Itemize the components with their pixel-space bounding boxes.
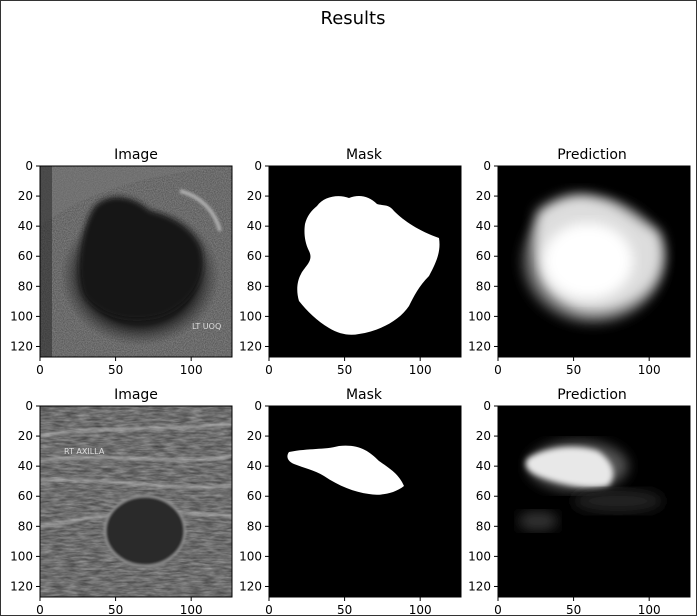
y-tick-label: 20 (18, 189, 33, 203)
y-tick-label: 120 (10, 339, 33, 353)
x-tick-label: 0 (265, 363, 273, 377)
y-tick-label: 40 (18, 459, 33, 473)
axis-ticks: 0 50 100 0 20 40 60 80 100 120 (468, 399, 691, 616)
axes-frame (268, 405, 462, 598)
x-tick-label: 100 (180, 363, 203, 377)
panel-title: Mask (346, 147, 383, 163)
y-tick-label: 120 (468, 579, 491, 593)
mask-image (269, 166, 461, 357)
x-tick-label: 50 (108, 603, 123, 616)
y-tick-label: 80 (247, 279, 262, 293)
axes-frame (497, 165, 691, 358)
y-tick-label: 0 (483, 159, 491, 173)
y-tick-label: 0 (25, 399, 33, 413)
panel-title: Mask (346, 387, 383, 403)
y-tick-label: 0 (254, 399, 262, 413)
axes-frame (39, 405, 233, 598)
x-tick-label: 100 (638, 603, 661, 616)
y-tick-label: 80 (18, 279, 33, 293)
y-tick-label: 60 (476, 489, 491, 503)
y-tick-label: 0 (483, 399, 491, 413)
x-tick-label: 0 (36, 603, 44, 616)
y-tick-label: 120 (239, 339, 262, 353)
image-overlay-label: LT UOQ (192, 322, 221, 331)
y-tick-label: 60 (18, 249, 33, 263)
figure-title: Results (321, 8, 386, 29)
y-tick-label: 40 (18, 219, 33, 233)
y-tick-label: 80 (476, 519, 491, 533)
x-tick-label: 100 (638, 363, 661, 377)
y-tick-label: 60 (18, 489, 33, 503)
y-tick-label: 20 (247, 189, 262, 203)
y-tick-label: 40 (476, 459, 491, 473)
axis-ticks: 0 50 100 0 20 40 60 80 100 120 (239, 399, 462, 616)
y-tick-label: 80 (247, 519, 262, 533)
y-tick-label: 40 (476, 219, 491, 233)
x-tick-label: 0 (265, 603, 273, 616)
y-tick-label: 100 (468, 309, 491, 323)
y-tick-label: 20 (476, 429, 491, 443)
x-tick-label: 100 (180, 603, 203, 616)
y-tick-label: 120 (10, 579, 33, 593)
axis-ticks: 0 50 100 0 20 40 60 80 100 120 (10, 399, 233, 616)
x-tick-label: 50 (108, 363, 123, 377)
axis-ticks: 0 50 100 0 20 40 60 80 100 120 (10, 159, 233, 377)
panel-title: Image (114, 147, 158, 163)
y-tick-label: 60 (247, 249, 262, 263)
ultrasound-image: LT UOQ (40, 166, 232, 357)
y-tick-label: 100 (10, 309, 33, 323)
y-tick-label: 100 (468, 549, 491, 563)
x-tick-label: 100 (409, 363, 432, 377)
panel-mask-row1: Mask 0 50 100 0 20 40 60 80 100 120 (239, 387, 462, 616)
panel-title: Prediction (557, 387, 627, 403)
y-tick-label: 40 (247, 219, 262, 233)
x-tick-label: 0 (36, 363, 44, 377)
axes-frame (268, 165, 462, 358)
x-tick-label: 0 (494, 363, 502, 377)
panel-title: Image (114, 387, 158, 403)
ultrasound-image: RT AXILLA (40, 406, 232, 597)
y-tick-label: 20 (476, 189, 491, 203)
panel-mask-row0: Mask 0 50 100 0 20 40 60 80 100 120 (239, 147, 462, 377)
y-tick-label: 120 (239, 579, 262, 593)
x-tick-label: 50 (337, 603, 352, 616)
y-tick-label: 0 (25, 159, 33, 173)
x-tick-label: 50 (566, 603, 581, 616)
y-tick-label: 0 (254, 159, 262, 173)
x-tick-label: 50 (566, 363, 581, 377)
y-tick-label: 80 (18, 519, 33, 533)
y-tick-label: 20 (247, 429, 262, 443)
axes-frame (39, 165, 233, 358)
x-tick-label: 0 (494, 603, 502, 616)
y-tick-label: 80 (476, 279, 491, 293)
y-tick-label: 100 (239, 549, 262, 563)
mask-image (269, 406, 461, 597)
x-tick-label: 100 (409, 603, 432, 616)
panel-title: Prediction (557, 147, 627, 163)
y-tick-label: 120 (468, 339, 491, 353)
panel-image-row1: Image RT AXILLA 0 50 100 0 20 40 60 80 100 120 (10, 387, 233, 616)
panel-image-row0: Image LT UOQ 0 50 100 0 20 40 60 80 100 120 (10, 147, 233, 377)
axis-ticks: 0 50 100 0 20 40 60 80 100 120 (239, 159, 462, 377)
prediction-image (498, 166, 690, 357)
panel-prediction-row0: Prediction 0 50 100 0 20 40 60 80 100 120 (468, 147, 691, 377)
y-tick-label: 40 (247, 459, 262, 473)
panel-prediction-row1: Prediction 0 50 100 0 20 40 60 80 100 120 (468, 387, 691, 616)
y-tick-label: 100 (239, 309, 262, 323)
axis-ticks: 0 50 100 0 20 40 60 80 100 120 (468, 159, 691, 377)
prediction-image (498, 406, 690, 597)
y-tick-label: 60 (247, 489, 262, 503)
image-overlay-label: RT AXILLA (64, 447, 105, 456)
y-tick-label: 20 (18, 429, 33, 443)
x-tick-label: 50 (337, 363, 352, 377)
y-tick-label: 100 (10, 549, 33, 563)
axes-frame (497, 405, 691, 598)
y-tick-label: 60 (476, 249, 491, 263)
